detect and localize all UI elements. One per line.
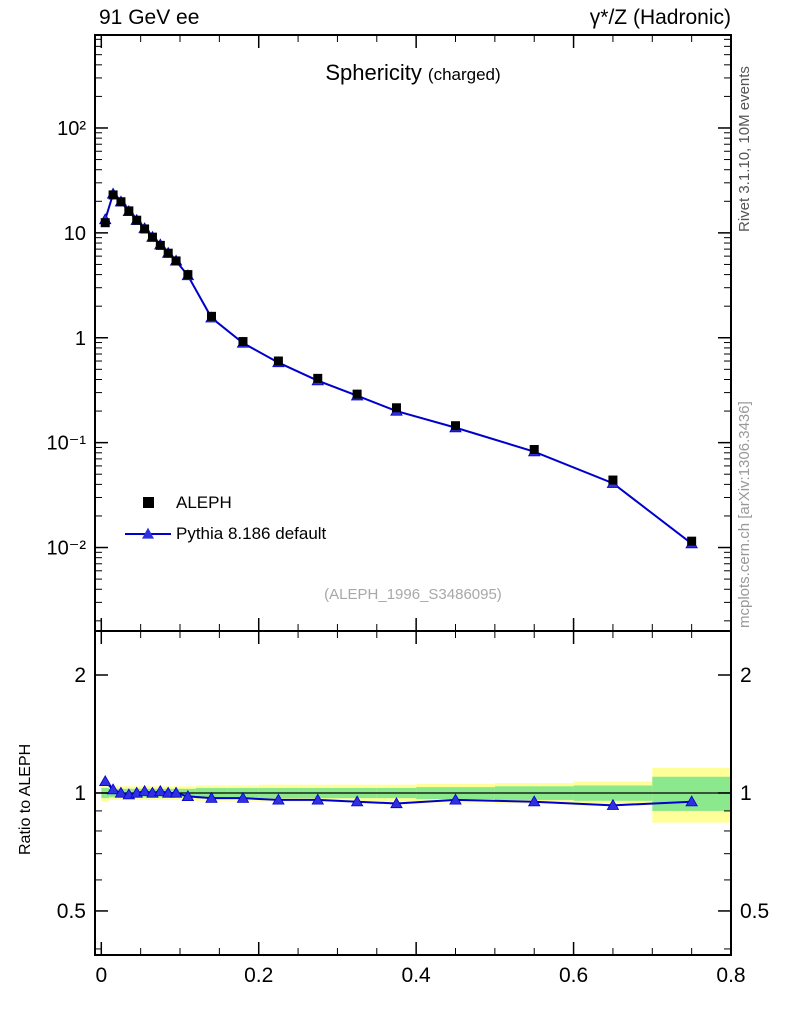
plot-title: Sphericity (charged): [95, 60, 731, 86]
legend-item-pythia: Pythia 8.186 default: [120, 518, 326, 549]
legend-label-aleph: ALEPH: [176, 492, 232, 512]
legend-item-aleph: ALEPH: [120, 487, 326, 518]
svg-text:1: 1: [740, 782, 752, 805]
axis-tick-labels: 0 0.2 0.4 0.6 0.8 10² 10 1 10⁻¹ 10⁻² 2 2 1 1 0.5 0.5: [47, 118, 770, 987]
ratio-mc-series: [98, 775, 698, 810]
svg-text:1: 1: [74, 782, 86, 805]
process-label: γ*/Z (Hadronic): [589, 6, 731, 29]
legend-label-pythia: Pythia 8.186 default: [176, 523, 327, 543]
svg-text:10: 10: [64, 223, 86, 245]
legend-marker-cell: [120, 527, 176, 539]
legend-marker-cell: [120, 497, 176, 508]
chart-layer: 0 0.2 0.4 0.6 0.8 10² 10 1 10⁻¹ 10⁻² 2 2 1 1 0.5 0.5: [47, 34, 770, 987]
ratio-uncertainty-bands: [101, 767, 731, 823]
svg-text:0.2: 0.2: [244, 964, 273, 987]
svg-text:10⁻¹: 10⁻¹: [47, 433, 87, 455]
blue-line-marker-icon: [125, 527, 171, 539]
svg-text:0.4: 0.4: [402, 964, 432, 987]
legend: ALEPH Pythia 8.186 default: [120, 487, 326, 549]
main-data-points: [100, 190, 697, 546]
axis-ticks: [95, 35, 732, 955]
svg-text:10²: 10²: [57, 118, 86, 140]
svg-text:0.5: 0.5: [740, 900, 769, 923]
analysis-reference: (ALEPH_1996_S3486095): [324, 586, 502, 603]
mcplots-arxiv-note: mcplots.cern.ch [arXiv:1306.3436]: [736, 401, 753, 628]
svg-text:0: 0: [95, 964, 107, 987]
svg-text:1: 1: [75, 328, 86, 350]
svg-text:0.5: 0.5: [57, 900, 86, 923]
svg-text:2: 2: [740, 664, 752, 687]
rivet-version-note: Rivet 3.1.10, 10M events: [736, 66, 753, 232]
svg-text:0.6: 0.6: [559, 964, 588, 987]
plot-title-sub: (charged): [427, 65, 501, 84]
beam-energy-label: 91 GeV ee: [99, 6, 200, 29]
ratio-axis-label: Ratio to ALEPH: [17, 744, 34, 855]
svg-text:0.8: 0.8: [716, 964, 745, 987]
black-square-marker-icon: [142, 497, 154, 508]
blue-triangle-marker-icon: [142, 527, 154, 539]
plot-title-main: Sphericity: [325, 60, 422, 85]
svg-text:10⁻²: 10⁻²: [47, 538, 87, 560]
svg-text:2: 2: [74, 664, 86, 687]
